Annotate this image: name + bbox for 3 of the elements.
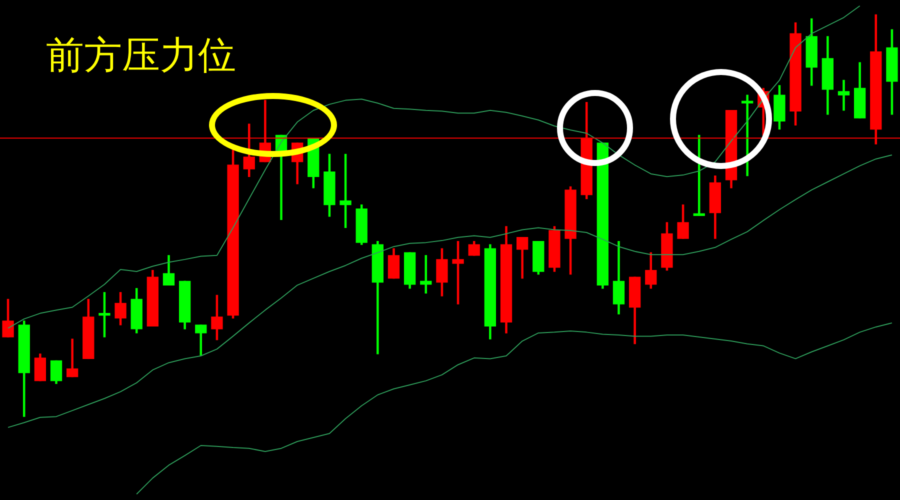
text: 前方压力位 bbox=[46, 32, 236, 79]
candlestick bbox=[741, 94, 754, 176]
candlestick bbox=[838, 80, 850, 111]
